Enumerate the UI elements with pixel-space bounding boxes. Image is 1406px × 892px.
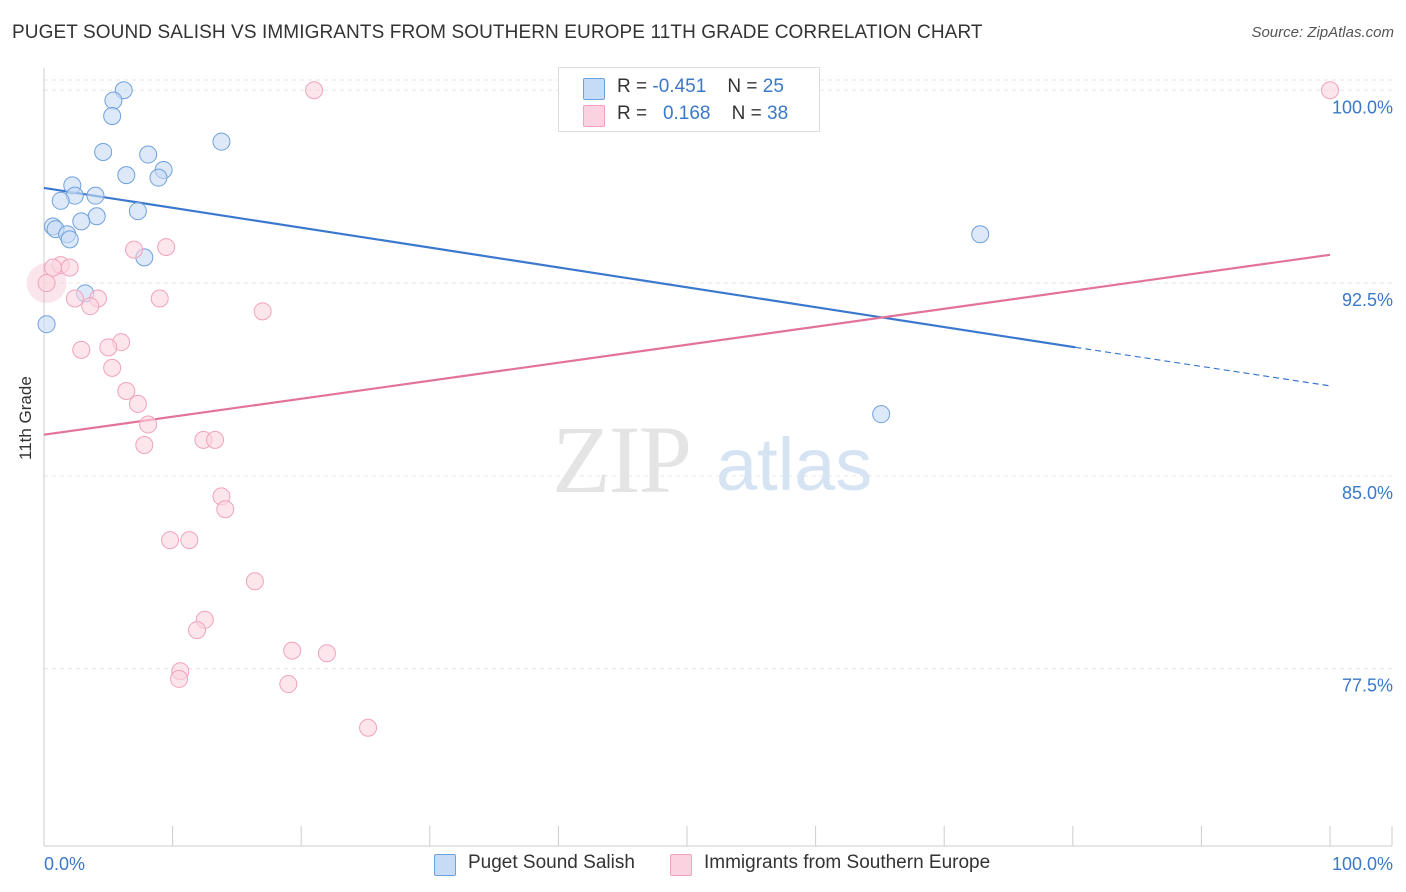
point-southern-europe[interactable] [135,436,154,455]
point-salish[interactable] [87,207,106,226]
point-salish[interactable] [51,191,70,210]
trend-line-salish [43,186,1076,349]
point-southern-europe[interactable] [99,338,118,357]
point-southern-europe[interactable] [128,394,147,413]
x-tick-label: 0.0% [44,854,85,874]
point-southern-europe[interactable] [216,500,235,519]
point-southern-europe[interactable] [359,718,378,737]
point-salish[interactable] [104,91,123,110]
point-southern-europe[interactable] [253,302,272,321]
series-legend: Puget Sound Salish Immigrants from South… [0,852,1406,878]
axes [43,68,1393,847]
point-southern-europe[interactable] [170,669,189,688]
x-tick-label: 100.0% [1332,854,1393,874]
point-southern-europe[interactable] [180,531,199,550]
point-southern-europe[interactable] [188,621,207,640]
point-southern-europe[interactable] [81,297,100,316]
point-salish[interactable] [149,168,168,187]
legend-n-value-salish: 25 [762,76,784,97]
legend-swatch-southern-europe [670,854,692,876]
watermark: ZIP atlas [552,406,872,513]
watermark-zip: ZIP [552,406,690,513]
legend-n-label: N = [727,76,758,97]
point-salish[interactable] [872,405,891,424]
point-southern-europe[interactable] [117,382,136,401]
watermark-atlas: atlas [716,423,872,506]
point-southern-europe[interactable] [279,675,298,694]
trend-line-southern-europe [43,253,1331,436]
legend-swatch-southern-europe [583,105,605,127]
y-axis-label: 11th Grade [16,376,35,460]
legend-r-value-southern-europe: 0.168 [662,103,711,124]
point-salish[interactable] [117,166,136,185]
point-southern-europe[interactable] [150,289,169,308]
y-tick-label: 100.0% [1332,97,1393,117]
y-tick-label: 85.0% [1342,483,1393,503]
point-salish[interactable] [128,202,147,221]
point-southern-europe[interactable] [103,358,122,377]
legend-r-label: R = [617,76,648,97]
point-salish[interactable] [37,315,56,334]
legend-swatch-salish [583,78,605,100]
point-salish[interactable] [139,145,158,164]
point-southern-europe[interactable] [139,415,158,434]
point-salish[interactable] [103,106,122,125]
legend-swatch-salish [434,854,456,876]
legend-label-salish: Puget Sound Salish [468,852,635,873]
point-southern-europe[interactable] [65,289,84,308]
legend-n-value-southern-europe: 38 [767,103,789,124]
point-southern-europe[interactable] [245,572,264,591]
point-southern-europe[interactable] [157,238,176,257]
point-salish[interactable] [72,212,91,231]
tick-labels: 77.5% 85.0% 92.5% 100.0% 0.0% 100.0% [44,97,1393,874]
point-southern-europe[interactable] [283,641,302,660]
point-southern-europe[interactable] [161,531,180,550]
legend-r-label: R = [617,103,648,124]
point-southern-europe[interactable] [37,274,56,293]
trend-line-salish-extension [1075,346,1331,387]
y-tick-label: 92.5% [1342,290,1393,310]
correlation-legend: R = -0.451 N = 25 R = 0.168 N = 38 [558,67,820,132]
point-salish[interactable] [971,225,990,244]
point-southern-europe[interactable] [317,644,336,663]
point-salish[interactable] [60,230,79,249]
point-southern-europe[interactable] [1321,81,1339,100]
source-label: Source: ZipAtlas.com [1251,24,1394,41]
point-salish[interactable] [86,186,105,205]
point-southern-europe[interactable] [206,430,225,449]
point-southern-europe[interactable] [125,240,144,259]
point-southern-europe[interactable] [44,258,63,277]
point-salish[interactable] [212,132,231,151]
legend-n-label: N = [731,103,762,124]
legend-r-value-salish: -0.451 [652,76,707,97]
point-southern-europe[interactable] [305,81,324,100]
trend-lines [43,186,1331,436]
point-southern-europe[interactable] [60,258,79,277]
chart-title: PUGET SOUND SALISH VS IMMIGRANTS FROM SO… [12,22,983,43]
y-tick-label: 77.5% [1342,676,1393,696]
point-salish[interactable] [94,142,113,161]
data-points [26,81,1339,737]
point-southern-europe[interactable] [72,340,91,359]
legend-label-southern-europe: Immigrants from Southern Europe [704,852,991,873]
